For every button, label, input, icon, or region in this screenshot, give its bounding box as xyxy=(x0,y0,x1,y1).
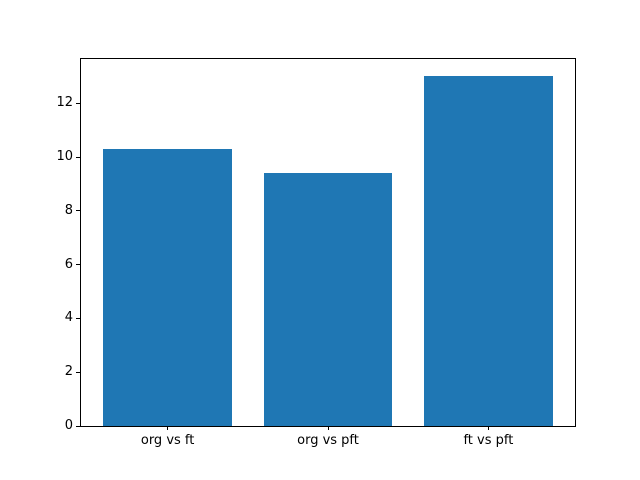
y-tick-mark xyxy=(76,264,80,266)
bar xyxy=(103,149,232,426)
y-tick-mark xyxy=(76,156,80,158)
y-tick-mark xyxy=(76,425,80,427)
x-tick-label: org vs pft xyxy=(297,433,359,448)
y-tick-label: 2 xyxy=(64,364,73,380)
y-tick-mark xyxy=(76,102,80,104)
bar xyxy=(263,173,393,426)
axes: org vs ft org vs pft ft vs pft 0 2 4 6 8 10 12 xyxy=(56,58,576,448)
y-tick-mark xyxy=(76,317,80,319)
y-tick-label: 12 xyxy=(56,95,73,111)
x-tick-label: ft vs pft xyxy=(463,433,514,448)
y-tick-mark xyxy=(76,210,80,212)
y-tick-label: 10 xyxy=(56,149,73,165)
y-tick-label: 4 xyxy=(64,310,73,326)
x-tick-mark xyxy=(487,426,489,430)
bar xyxy=(424,76,553,426)
y-tick-mark xyxy=(76,371,80,373)
x-tick-label: org vs ft xyxy=(140,433,195,448)
y-tick-label: 6 xyxy=(64,256,73,272)
y-tick-label: 0 xyxy=(64,418,73,433)
x-tick-mark xyxy=(167,426,169,430)
y-tick-label: 8 xyxy=(64,202,73,218)
x-tick-mark xyxy=(327,426,329,430)
